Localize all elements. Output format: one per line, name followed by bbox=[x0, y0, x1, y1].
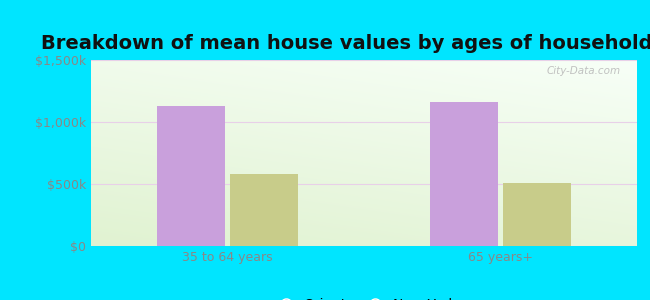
Legend: Orient, New York: Orient, New York bbox=[266, 292, 462, 300]
Title: Breakdown of mean house values by ages of householders: Breakdown of mean house values by ages o… bbox=[41, 34, 650, 53]
Bar bbox=[430, 102, 498, 246]
Bar bbox=[230, 174, 298, 246]
Bar bbox=[503, 183, 571, 246]
Text: City-Data.com: City-Data.com bbox=[547, 66, 621, 76]
Bar bbox=[157, 106, 225, 246]
